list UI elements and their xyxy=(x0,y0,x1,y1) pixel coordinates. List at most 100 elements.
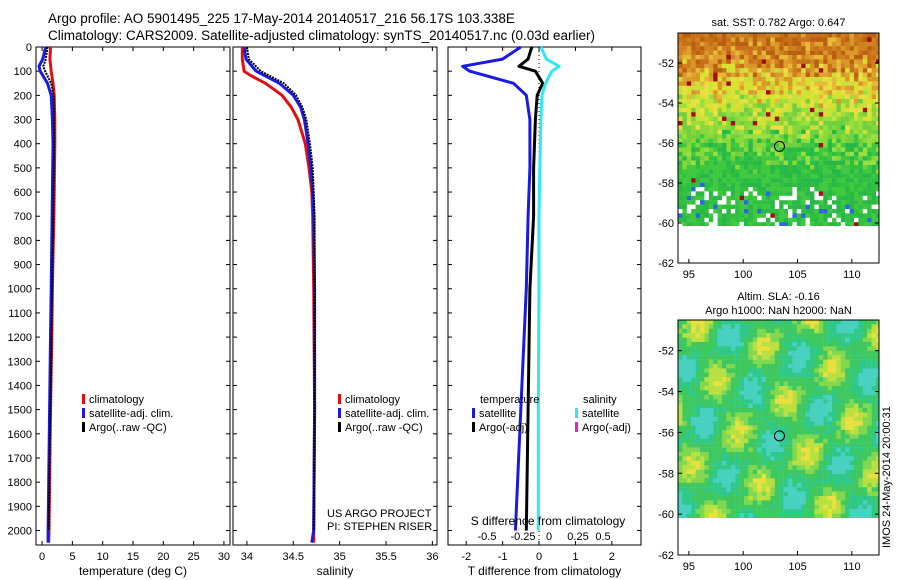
sla-map-cell xyxy=(686,381,692,387)
sla-map-cell xyxy=(695,421,701,426)
sla-map-cell xyxy=(726,324,731,329)
sla-map-cell xyxy=(788,438,793,444)
sst-map-cell xyxy=(774,182,780,188)
sst-map-cell xyxy=(779,222,784,226)
sla-map-cell xyxy=(678,390,683,395)
sla-map-cell xyxy=(722,324,727,329)
sla-map-cell xyxy=(867,421,872,426)
sla-map-cell xyxy=(840,350,846,356)
sst-map-cell xyxy=(827,195,833,201)
sst-map-cell xyxy=(836,94,841,100)
sla-map-cell xyxy=(871,337,877,343)
sst-map-cell xyxy=(678,209,683,214)
sst-map-cell xyxy=(832,178,837,183)
sla-map-cell xyxy=(695,474,701,479)
sst-map-cell xyxy=(854,204,859,210)
sst-map-cell xyxy=(686,182,692,188)
sla-map-cell xyxy=(832,403,837,409)
sla-map-cell xyxy=(862,443,868,448)
sla-map-cell xyxy=(827,474,833,479)
sst-map-cell xyxy=(730,85,736,91)
sst-map-cell xyxy=(823,33,828,38)
sst-map-cell xyxy=(858,147,863,152)
sst-map-cell xyxy=(783,129,789,135)
sst-map-cell xyxy=(757,68,762,73)
sst-map-cell xyxy=(858,209,863,214)
sst-map-cell xyxy=(730,217,736,223)
sst-map-cell xyxy=(814,50,819,56)
sla-map-cell xyxy=(770,474,775,479)
sla-map-cell xyxy=(708,434,714,439)
sla-map-cell xyxy=(717,359,723,365)
sla-map-cell xyxy=(757,421,762,426)
sst-map-cell xyxy=(766,68,771,73)
sst-map-cell xyxy=(867,151,872,157)
sst-map-cell xyxy=(757,151,762,157)
sst-map-cell xyxy=(871,112,877,117)
sst-map-cell xyxy=(752,129,758,135)
sla-map-cell xyxy=(757,452,762,457)
sst-map-cell xyxy=(796,204,802,210)
sst-map-cell xyxy=(876,41,879,47)
sst-map-cell xyxy=(832,63,837,69)
sst-map-cell xyxy=(827,222,833,226)
y-tick-label: 400 xyxy=(14,139,32,151)
sst-map-cell xyxy=(823,99,828,104)
sst-map-cell xyxy=(682,169,687,174)
sst-map-cell xyxy=(744,121,749,126)
sla-map-cell xyxy=(700,460,705,466)
sst-map-cell xyxy=(739,112,745,117)
sla-map-cell xyxy=(871,359,877,365)
sla-map-cell xyxy=(823,447,828,453)
sla-map-cell xyxy=(836,355,841,360)
sst-map-cell xyxy=(783,33,789,38)
sla-map-cell xyxy=(748,482,753,488)
sla-map-cell xyxy=(827,478,833,483)
sla-map-cell xyxy=(726,447,731,453)
sst-map-cell xyxy=(783,222,789,226)
sla-map-cell xyxy=(761,487,767,492)
sst-map-cell xyxy=(849,103,855,108)
sla-map-cell xyxy=(695,496,701,501)
sst-map-cell xyxy=(801,222,806,226)
sla-map-cell xyxy=(761,377,767,382)
sst-map-cell xyxy=(867,222,872,226)
sla-map-cell xyxy=(836,394,841,400)
sst-map-cell xyxy=(854,151,859,157)
sst-map-cell xyxy=(845,129,850,135)
sla-map-cell xyxy=(792,350,797,356)
sst-map-cell xyxy=(832,217,837,223)
sla-map-cell xyxy=(748,509,753,514)
x-tick-label: 5 xyxy=(69,551,75,563)
sst-map-cell xyxy=(739,94,745,100)
sla-map-cell xyxy=(818,350,824,356)
sst-map-cell xyxy=(713,173,718,179)
sla-map-cell xyxy=(779,487,784,492)
sla-map-cell xyxy=(792,491,797,497)
diff-series-1 xyxy=(517,46,545,531)
sla-map-cell xyxy=(713,394,718,400)
sla-map-cell xyxy=(871,372,877,378)
sst-map-cell xyxy=(700,173,705,179)
sst-map-cell xyxy=(823,173,828,179)
sst-map-cell xyxy=(849,94,855,100)
sla-map-cell xyxy=(766,421,771,426)
sla-map-cell xyxy=(678,320,683,325)
sla-map-cell xyxy=(867,394,872,400)
sla-map-cell xyxy=(810,359,815,365)
sst-map-cell xyxy=(827,213,833,218)
sla-map-cell xyxy=(691,509,696,514)
sla-map-cell xyxy=(832,381,837,387)
sst-map-cell xyxy=(735,90,740,95)
sst-map-cell xyxy=(735,134,740,139)
sst-map-cell xyxy=(796,187,802,192)
sla-map-cell xyxy=(735,337,740,343)
sst-map-cell xyxy=(871,125,877,130)
sst-map-cell xyxy=(818,129,824,135)
sst-map-cell xyxy=(867,178,872,183)
sst-map-cell xyxy=(814,151,819,157)
sst-map-cell xyxy=(801,77,806,82)
sst-map-cell xyxy=(704,222,709,226)
sla-map-cell xyxy=(818,504,824,510)
sla-map-cell xyxy=(722,469,727,475)
